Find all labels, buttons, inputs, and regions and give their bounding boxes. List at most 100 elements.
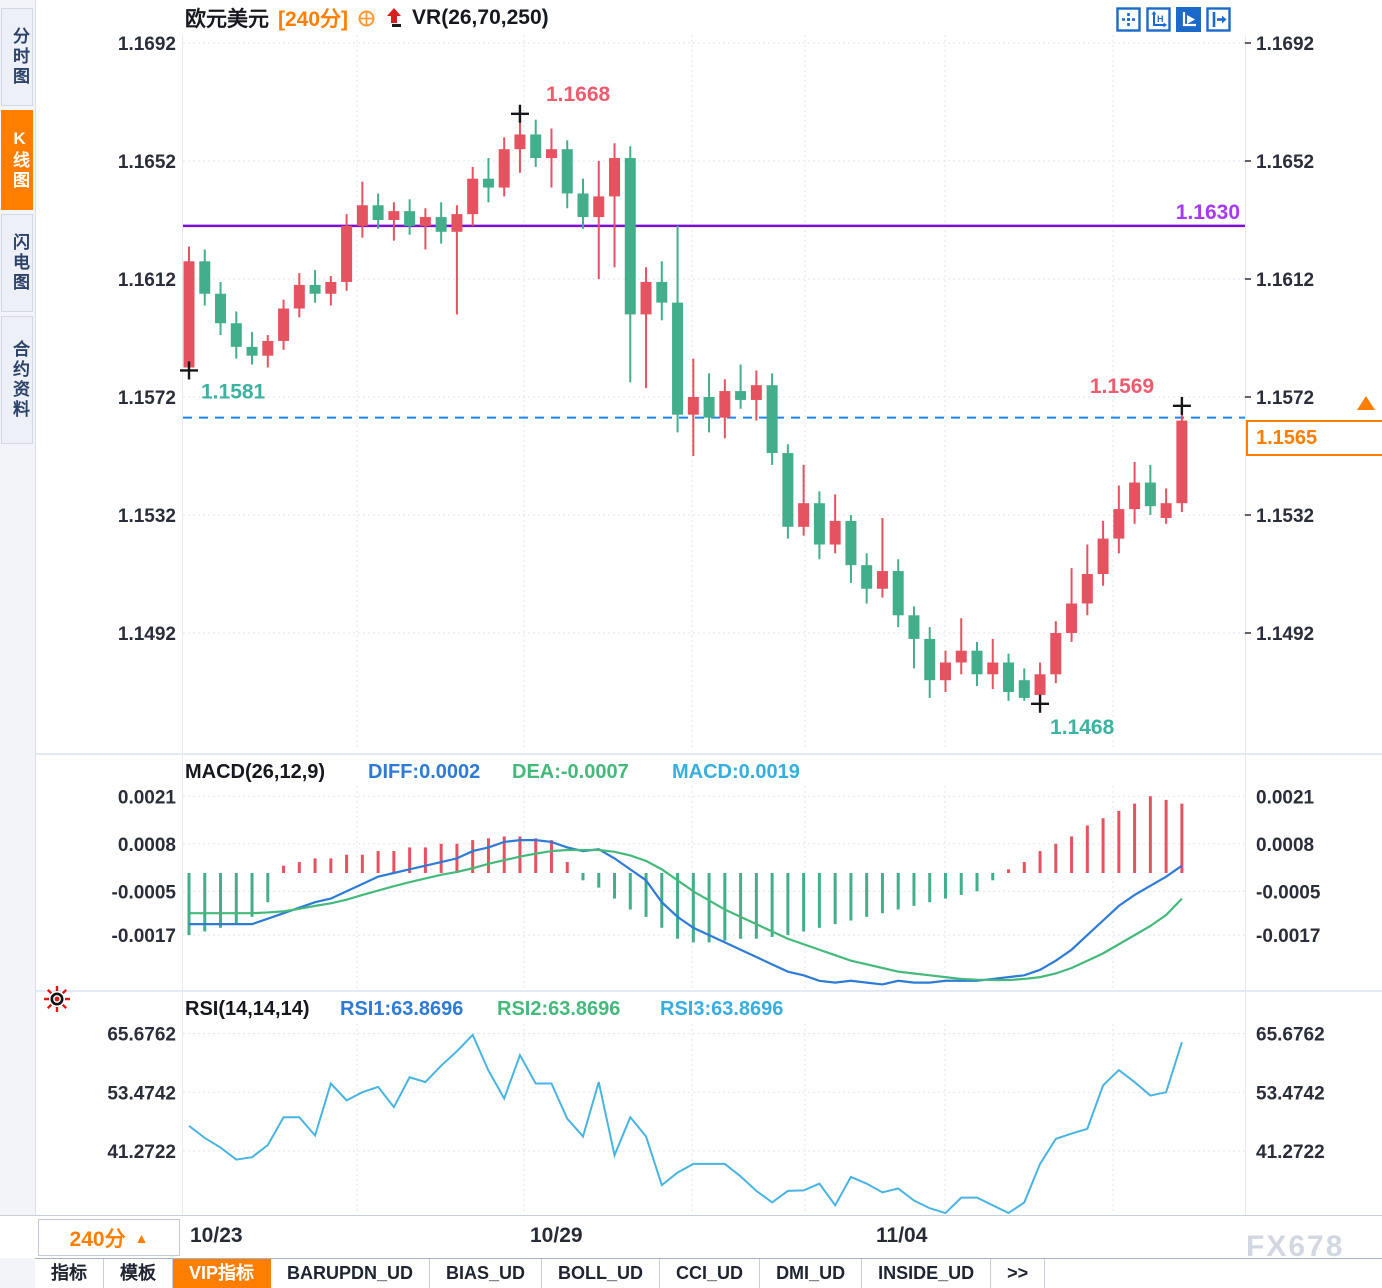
tab-BOLL_UD[interactable]: BOLL_UD [542,1259,661,1288]
axis-scale-icon[interactable]: H [1146,7,1171,32]
axis-tick-label: 65.6762 [1256,1025,1325,1046]
candle-body [672,302,684,415]
tab-INSIDE_UD[interactable]: INSIDE_UD [862,1259,992,1288]
macd-plot [187,796,1184,986]
axis-tick-label: 53.4742 [1256,1083,1325,1104]
candle-body [1113,509,1125,539]
candle-body [325,281,337,294]
macd-diff-line [189,839,1183,986]
title-bar: 欧元美元 [240分] VR(26,70,250) [185,5,549,31]
price-annotation: 1.1581 [201,380,266,403]
period-selector-label: 240分 [69,1227,126,1251]
candle-body [750,385,762,400]
candle-body [1050,633,1062,675]
macd-dea-line [189,848,1183,982]
axis-tick-label: 0.0021 [1256,787,1315,808]
purple-line-label: 1.1630 [1176,201,1240,224]
candle-body [703,397,715,418]
axis-tick-label: 1.1612 [118,270,176,291]
candle-body [987,662,999,675]
axis-tick-label: 41.2722 [1256,1142,1325,1163]
candle-body [1003,662,1015,692]
sidebar: 分时图 K线图 闪电图 合约资料 [0,0,36,1288]
watermark: FX678 [1246,1230,1345,1263]
tab-CCI_UD[interactable]: CCI_UD [660,1259,761,1288]
sidebar-item-candlestick-chart[interactable]: K线图 [1,110,33,210]
period-label[interactable]: [240分] [278,8,349,31]
candle-body [215,293,227,324]
tab-BARUPDN_UD[interactable]: BARUPDN_UD [271,1259,431,1288]
sidebar-item-timeline-chart[interactable]: 分时图 [1,8,33,106]
candle-body [656,281,668,303]
axis-tick-label: 53.4742 [107,1083,176,1104]
tab-VIP指标[interactable]: VIP指标 [173,1259,272,1288]
sidebar-item-flash-chart[interactable]: 闪电图 [1,214,33,312]
axis-tick-label: 1.1492 [1256,624,1314,645]
tab-BIAS_UD[interactable]: BIAS_UD [430,1259,543,1288]
tab-模板[interactable]: 模板 [104,1259,173,1288]
candle-body [1176,420,1188,504]
candle-body [892,571,904,616]
axis-tick-label: 41.2722 [107,1142,176,1163]
candle-body [829,520,841,545]
tab-指标[interactable]: 指标 [35,1259,104,1288]
candle-body [861,565,873,589]
axis-play-icon[interactable] [1176,7,1201,32]
candle-body [309,284,321,294]
macd-value: MACD:0.0019 [672,761,800,783]
axis-tick-label: -0.0017 [1256,926,1320,947]
candle-body [782,453,794,527]
axis-tick-label: 1.1572 [1256,388,1314,409]
price-annotation: 1.1569 [1090,375,1154,398]
candle-body [640,281,652,315]
axis-tick-label: 1.1492 [118,624,176,645]
annotations: 1.1581 1.1668 1.1468 1.1569 [180,81,1191,741]
rsi-title: RSI(14,14,14) [185,998,310,1020]
current-price-arrow-icon [1357,396,1375,410]
candle-body [1081,574,1093,604]
candle-body [1034,674,1046,695]
candle-body [183,261,195,368]
axis-tick-label: 0.0008 [118,835,176,856]
tab-DMI_UD[interactable]: DMI_UD [760,1259,863,1288]
candle-body [293,284,305,309]
price-annotation: 1.1468 [1050,716,1115,739]
x-axis-label: 10/29 [530,1224,583,1247]
macd-diff-value: DIFF:0.0002 [368,761,481,783]
axis-tick-label: -0.0017 [112,926,176,947]
crosshair-marker [1031,694,1050,713]
candle-body [482,178,494,188]
candles [183,113,1188,704]
candle-body [530,134,542,159]
axis-tick-label: 1.1652 [118,152,176,173]
pane-exit-icon[interactable] [1206,7,1231,32]
candle-body [372,205,384,220]
tab->>[interactable]: >> [991,1259,1046,1288]
candle-body [1144,482,1156,507]
up-arrow-icon[interactable] [385,7,403,29]
candle-body [498,149,510,188]
crosshair-plus-icon[interactable] [357,9,376,28]
candle-body [435,217,447,232]
period-selector[interactable]: 240分 ▲ [38,1219,180,1256]
axis-tick-label: 1.1572 [118,388,176,409]
candle-body [798,503,810,527]
candle-body [1018,680,1030,698]
macd-dea-value: DEA:-0.0007 [512,761,629,783]
move-crosshair-icon[interactable] [1116,7,1141,32]
candle-body [908,615,920,639]
candle-body [971,650,983,675]
x-axis-label: 10/23 [190,1224,243,1247]
axis-tick-label: -0.0005 [112,882,177,903]
axis-tick-label: 1.1652 [1256,152,1314,173]
axis-tick-label: 1.1692 [118,34,176,55]
current-price-box: 1.1565 [1246,420,1382,456]
crosshair-marker [1172,396,1191,415]
x-axis-label: 11/04 [876,1224,928,1247]
candle-body [1097,538,1109,574]
macd-title: MACD(26,12,9) [185,761,326,783]
alert-sun-icon[interactable] [42,984,72,1019]
sidebar-item-contract-info[interactable]: 合约资料 [1,316,33,444]
